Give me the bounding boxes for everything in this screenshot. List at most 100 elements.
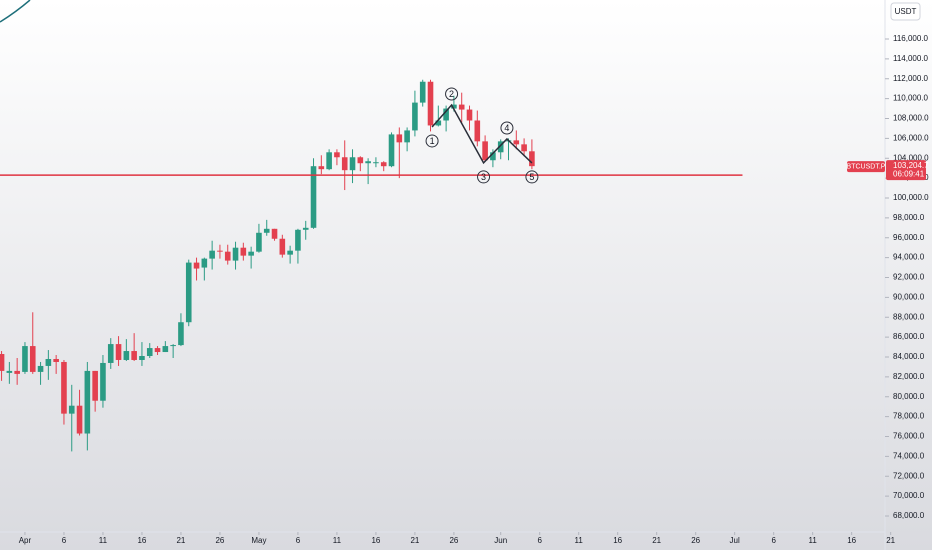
y-tick-label: 90,000.0 xyxy=(893,292,925,301)
candle-body xyxy=(115,344,122,360)
y-tick-label: 70,000.0 xyxy=(893,491,925,500)
candle-body xyxy=(217,250,223,252)
x-tick-label: 16 xyxy=(847,536,856,545)
candle-body xyxy=(209,250,215,259)
candle-body xyxy=(466,109,473,121)
candle-body xyxy=(6,370,13,373)
candle-body xyxy=(310,166,317,228)
y-tick-label: 68,000.0 xyxy=(893,511,925,520)
plot-area: 1 2 3 4 5 xyxy=(0,79,743,452)
currency: USDT xyxy=(895,7,917,16)
y-tick-label: 84,000.0 xyxy=(893,352,925,361)
x-tick-label: 21 xyxy=(652,536,661,545)
candle-body xyxy=(341,157,348,171)
y-tick-label: 88,000.0 xyxy=(893,312,925,321)
y-tick-label: 86,000.0 xyxy=(893,332,925,341)
y-tick-label: 98,000.0 xyxy=(893,213,925,222)
candle-body xyxy=(365,161,371,164)
y-tick-label: 82,000.0 xyxy=(893,372,925,381)
candle-body xyxy=(37,365,44,372)
candle-body xyxy=(123,351,130,360)
x-tick-label: 21 xyxy=(410,536,419,545)
candle-body xyxy=(146,348,153,357)
candle-body xyxy=(404,130,410,143)
candle-body xyxy=(497,141,504,153)
y-tick-label: 100,000.0 xyxy=(893,193,929,202)
candle-body xyxy=(451,104,457,109)
candle-body xyxy=(490,152,496,161)
x-tick-label: 16 xyxy=(137,536,146,545)
candle-body xyxy=(521,144,527,152)
candle-body xyxy=(412,102,418,131)
candle-body xyxy=(263,228,270,233)
candle-body xyxy=(334,152,340,158)
candle-body xyxy=(295,229,301,251)
candle-body xyxy=(131,351,137,360)
candle-body xyxy=(443,108,449,121)
candle-body xyxy=(107,344,114,363)
y-tick-label: 96,000.0 xyxy=(893,233,925,242)
candle-body xyxy=(139,356,145,360)
candle-body xyxy=(92,370,98,401)
price-tag xyxy=(886,160,926,181)
candle-body xyxy=(482,141,488,161)
candle-body xyxy=(162,346,169,353)
x-tick-label: 6 xyxy=(62,536,67,545)
axes: 68,000.0 70,000.0 72,000.0 74,000.0 76,000.0… xyxy=(19,34,929,545)
candle-body xyxy=(0,354,5,371)
x-tick-label: 26 xyxy=(215,536,224,545)
wave-line xyxy=(431,103,533,165)
candle-body xyxy=(427,81,434,126)
candle-body xyxy=(248,251,254,256)
candle-body xyxy=(287,250,293,255)
candle-body xyxy=(84,370,91,434)
wave-label: 2 xyxy=(449,89,454,99)
wave-label: 5 xyxy=(529,172,534,182)
candle-body xyxy=(240,247,247,256)
price-tag-label: 103,204.7 xyxy=(893,161,929,170)
candle-body xyxy=(349,157,356,171)
countdown-label: 06:09:41 xyxy=(893,169,925,178)
candle-body xyxy=(357,157,364,164)
currency-box xyxy=(890,2,921,21)
x-tick-label: 16 xyxy=(613,536,622,545)
y-tick-label: 114,000.0 xyxy=(893,54,929,63)
candle-body xyxy=(53,358,59,362)
candle-body xyxy=(224,251,231,261)
wave-label-circle xyxy=(525,170,539,184)
x-tick-label: 11 xyxy=(333,536,342,545)
y-tick-label: 104,000.0 xyxy=(893,153,929,162)
candle-body xyxy=(185,262,192,323)
x-tick-label: 26 xyxy=(691,536,700,545)
x-tick-label: 6 xyxy=(537,536,542,545)
x-tick-label: Jun xyxy=(494,536,507,545)
wave-label-circle xyxy=(500,121,514,135)
wave-label: 3 xyxy=(481,172,486,182)
candle-body xyxy=(76,405,83,434)
candle-body xyxy=(68,405,75,414)
x-tick-label: 6 xyxy=(296,536,301,545)
symbol-tag-label: BTCUSDT.P xyxy=(847,164,886,171)
x-tick-label: 6 xyxy=(771,536,776,545)
y-tick-label: 94,000.0 xyxy=(893,253,925,262)
candle-body xyxy=(458,104,465,110)
candle-body xyxy=(100,362,106,401)
y-tick-label: 76,000.0 xyxy=(893,432,925,441)
candle-body xyxy=(271,228,278,239)
candle-body xyxy=(513,140,520,145)
candle-body xyxy=(529,151,535,167)
candle-body xyxy=(396,134,403,143)
y-tick-label: 80,000.0 xyxy=(893,392,925,401)
wave-label-circle xyxy=(477,170,491,184)
candle-body xyxy=(232,247,239,261)
candle-body xyxy=(22,346,28,372)
drawing-curve xyxy=(0,0,31,23)
x-tick-label: 21 xyxy=(886,536,895,545)
x-tick-label: Apr xyxy=(19,536,32,545)
candle-body xyxy=(193,262,200,269)
candle-body xyxy=(326,152,332,170)
wave-label: 1 xyxy=(430,136,435,146)
candle-body xyxy=(380,162,387,167)
